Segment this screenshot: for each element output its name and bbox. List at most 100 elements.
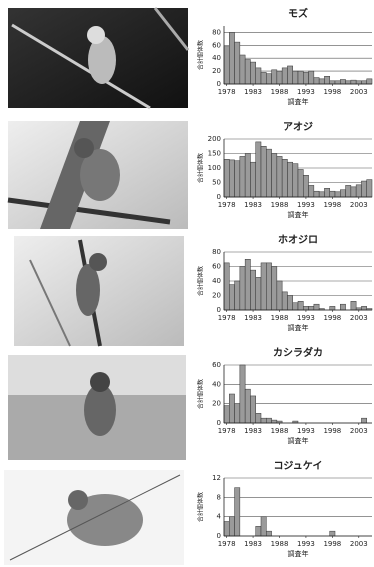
bar	[293, 303, 298, 310]
chart-title: ホオジロ	[278, 234, 318, 246]
bar	[319, 192, 324, 197]
bar	[361, 81, 366, 84]
photo-shrike	[8, 8, 188, 108]
y-tick-label: 20	[212, 292, 221, 300]
bar	[367, 79, 372, 84]
chart-title: コジュケイ	[273, 460, 322, 472]
x-tick-label: 1988	[271, 201, 289, 209]
bar	[256, 277, 261, 310]
y-tick-label: 100	[208, 164, 221, 172]
x-tick-label: 1983	[244, 88, 262, 96]
bar	[340, 304, 345, 310]
bar	[314, 304, 319, 310]
y-tick-label: 0	[217, 306, 221, 314]
bar	[351, 301, 356, 310]
bar	[356, 81, 361, 84]
y-tick-label: 20	[212, 400, 221, 408]
bar	[240, 267, 245, 311]
bar	[340, 190, 345, 197]
bar	[256, 526, 261, 536]
bar	[224, 522, 229, 537]
bar	[324, 188, 329, 197]
bar	[261, 517, 266, 536]
bar	[309, 71, 314, 84]
bar	[287, 296, 292, 311]
bar	[250, 162, 255, 197]
x-tick-label: 1998	[323, 540, 341, 548]
y-tick-label: 0	[217, 419, 221, 427]
chart-title: アオジ	[283, 121, 313, 133]
bar	[277, 71, 282, 84]
x-axis-label: 調査年	[288, 210, 309, 219]
bar	[266, 74, 271, 84]
bar	[309, 185, 314, 197]
bar	[250, 270, 255, 310]
x-tick-label: 1983	[244, 314, 262, 322]
y-axis-label: 合計個体数	[197, 492, 205, 522]
photo-meadow-bunting	[14, 236, 184, 346]
bar	[314, 78, 319, 84]
x-tick-label: 1983	[244, 201, 262, 209]
x-tick-label: 2003	[350, 88, 368, 96]
bar	[287, 66, 292, 84]
bar	[261, 72, 266, 84]
y-tick-label: 150	[208, 150, 221, 158]
bar	[330, 531, 335, 536]
bar	[340, 79, 345, 84]
bar	[261, 263, 266, 310]
y-tick-label: 60	[212, 361, 221, 369]
x-tick-label: 1983	[244, 427, 262, 435]
bar	[330, 306, 335, 310]
x-tick-label: 1993	[297, 540, 315, 548]
bar	[351, 80, 356, 84]
bar	[272, 154, 277, 198]
bar	[303, 175, 308, 197]
bar	[272, 267, 277, 311]
bar	[277, 281, 282, 310]
bar	[351, 187, 356, 197]
bar	[224, 406, 229, 423]
bar	[245, 60, 250, 84]
bar	[287, 162, 292, 197]
x-tick-label: 2003	[350, 427, 368, 435]
bar	[256, 68, 261, 84]
y-tick-label: 40	[212, 277, 221, 285]
bar	[229, 160, 234, 197]
bar	[229, 517, 234, 536]
bar	[235, 488, 240, 536]
bar	[266, 149, 271, 197]
y-axis-label: 合計個体数	[197, 153, 205, 183]
chart-title: カシラダカ	[273, 346, 323, 359]
bar	[261, 146, 266, 197]
bar	[361, 306, 366, 310]
bar	[293, 164, 298, 197]
x-axis-label: 調査年	[288, 323, 309, 332]
bar	[346, 81, 351, 84]
bar	[229, 32, 234, 84]
x-tick-label: 2003	[350, 540, 368, 548]
bar	[245, 259, 250, 310]
bar	[324, 76, 329, 84]
bar	[335, 192, 340, 197]
bar	[277, 156, 282, 197]
y-tick-label: 8	[217, 493, 221, 501]
bar	[367, 180, 372, 197]
bar	[229, 394, 234, 423]
y-tick-label: 80	[212, 28, 221, 36]
bar	[335, 81, 340, 84]
photo-bamboo-partridge	[4, 470, 184, 565]
bar	[346, 185, 351, 197]
x-tick-label: 1978	[218, 201, 236, 209]
bar	[256, 142, 261, 197]
bar	[235, 281, 240, 310]
bar	[235, 161, 240, 197]
y-tick-label: 40	[212, 54, 221, 62]
x-axis-label: 調査年	[288, 436, 309, 445]
bar	[356, 185, 361, 197]
bar	[256, 413, 261, 423]
bar	[272, 420, 277, 423]
x-tick-label: 1998	[323, 201, 341, 209]
bar	[266, 531, 271, 536]
x-tick-label: 1978	[218, 88, 236, 96]
bar	[361, 418, 366, 423]
